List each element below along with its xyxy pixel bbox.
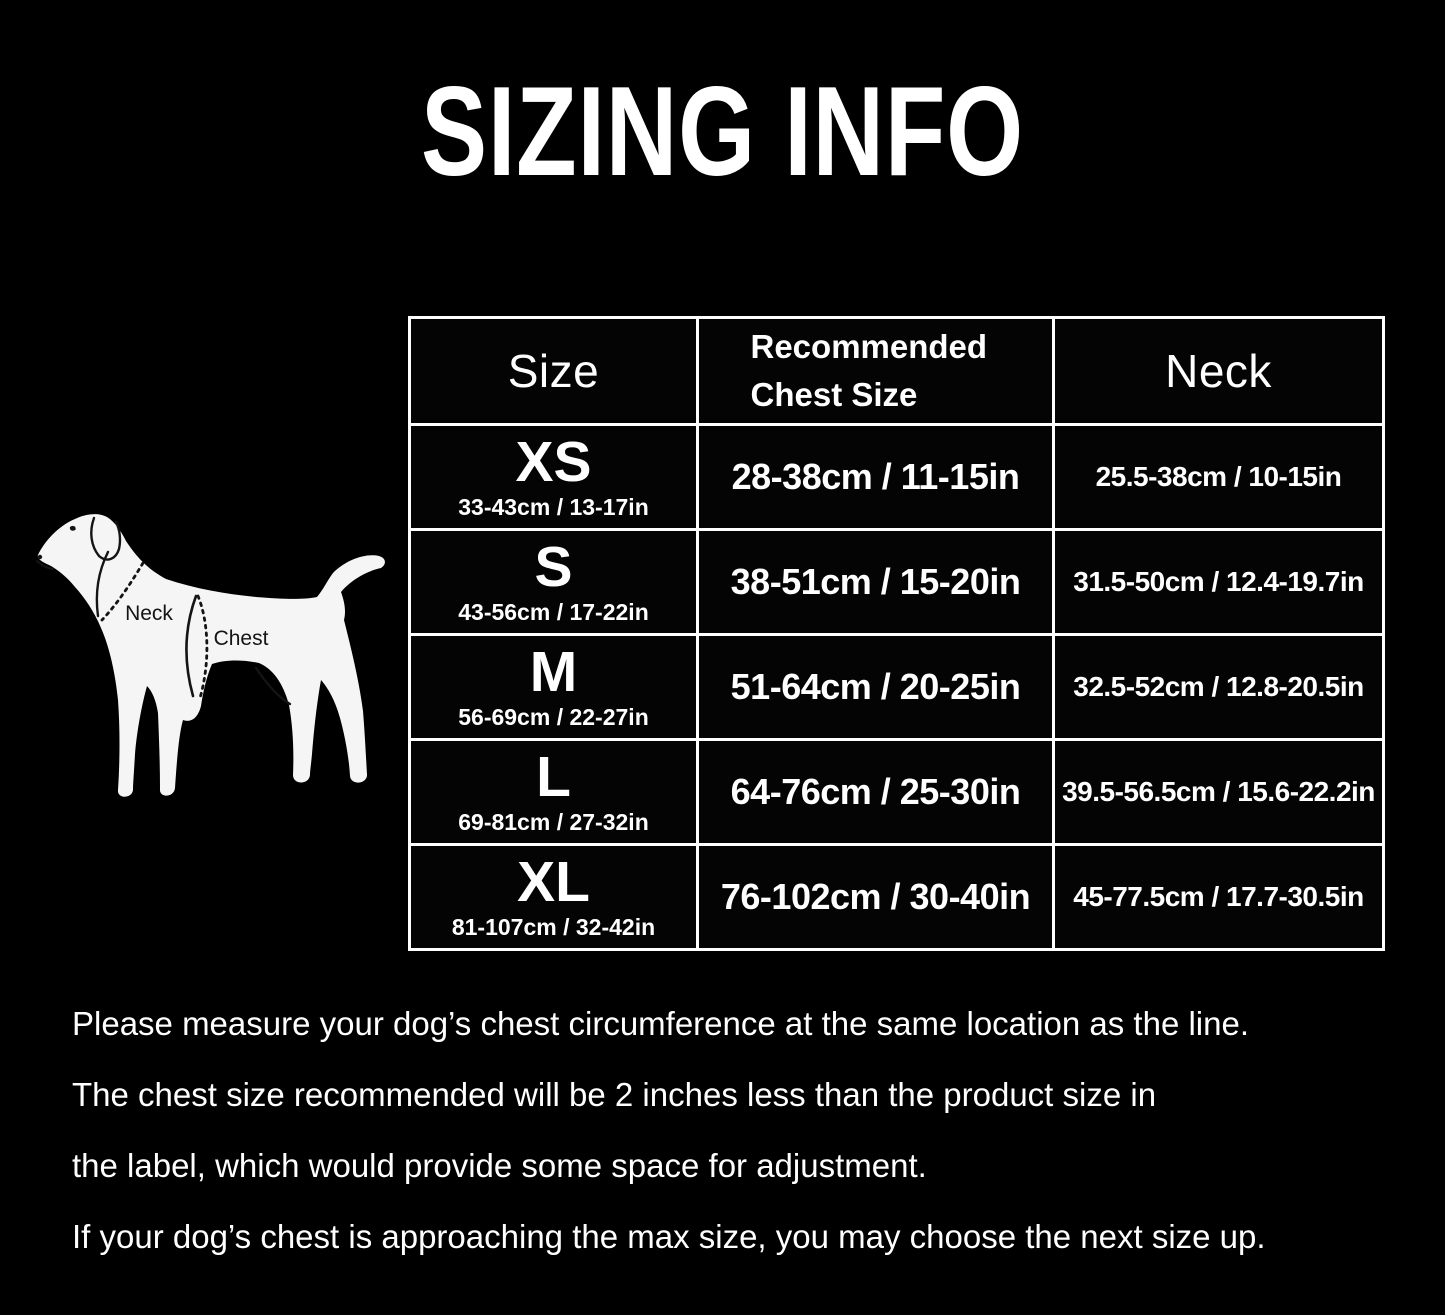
neck-size-cell: 32.5-52cm / 12.8-20.5in [1052,633,1385,741]
header-neck: Neck [1052,316,1385,426]
chest-size-cell: 51-64cm / 20-25in [696,633,1055,741]
dog-neck-crease-line [95,550,110,618]
header-chest: Recommended Chest Size [696,316,1055,426]
table-header-row: Size Recommended Chest Size Neck [408,316,1385,426]
dog-measurement-diagram: Neck Chest [36,514,385,797]
table-row: S 43-56cm / 17-22in 38-51cm / 15-20in 31… [408,528,1385,636]
size-label: L [536,745,571,810]
neck-size-cell: 45-77.5cm / 17.7-30.5in [1052,843,1385,951]
table-row: XS 33-43cm / 13-17in 28-38cm / 11-15in 2… [408,423,1385,531]
table-row: L 69-81cm / 27-32in 64-76cm / 25-30in 39… [408,738,1385,846]
note-line: The chest size recommended will be 2 inc… [72,1076,1157,1113]
neck-size-cell: 39.5-56.5cm / 15.6-22.2in [1052,738,1385,846]
note-line: If your dog’s chest is approaching the m… [72,1218,1266,1255]
size-cell: L 69-81cm / 27-32in [408,738,699,846]
note-line: the label, which would provide some spac… [72,1147,927,1184]
dog-chest-front-line [185,594,198,698]
size-detail: 33-43cm / 13-17in [458,493,649,520]
size-label: XS [515,430,592,495]
size-cell: XL 81-107cm / 32-42in [408,843,699,951]
neck-size-cell: 25.5-38cm / 10-15in [1052,423,1385,531]
table-row: XL 81-107cm / 32-42in 76-102cm / 30-40in… [408,843,1385,951]
size-detail: 43-56cm / 17-22in [458,598,649,625]
size-detail: 81-107cm / 32-42in [451,913,656,940]
size-cell: S 43-56cm / 17-22in [408,528,699,636]
dog-eye [69,525,76,531]
size-label: S [534,535,573,600]
size-detail: 69-81cm / 27-32in [458,808,649,835]
size-cell: M 56-69cm / 22-27in [408,633,699,741]
dog-silhouette [37,514,385,797]
page-title: SIZING INFO [421,60,1024,202]
neck-label: Neck [125,602,173,625]
dog-chest-dotted-line [196,594,209,700]
size-detail: 56-69cm / 22-27in [458,703,649,730]
chest-size-cell: 38-51cm / 15-20in [696,528,1055,636]
dog-neck-dotted-line [100,561,145,622]
chest-size-cell: 76-102cm / 30-40in [696,843,1055,951]
chest-size-cell: 64-76cm / 25-30in [696,738,1055,846]
note-line: Please measure your dog’s chest circumfe… [72,1005,1250,1042]
table-row: M 56-69cm / 22-27in 51-64cm / 20-25in 32… [408,633,1385,741]
dog-ear-line [90,516,122,561]
size-cell: XS 33-43cm / 13-17in [408,423,699,531]
dog-thigh-line [254,666,292,706]
measurement-notes: Please measure your dog’s chest circumfe… [72,988,1266,1272]
header-size: Size [408,316,699,426]
chest-size-cell: 28-38cm / 11-15in [696,423,1055,531]
chest-label: Chest [214,627,269,650]
page-title-wrap: SIZING INFO [0,68,1445,195]
sizing-table: Size Recommended Chest Size Neck XS 33-4… [408,316,1385,951]
neck-size-cell: 31.5-50cm / 12.4-19.7in [1052,528,1385,636]
size-label: M [529,640,578,705]
dog-mouth-line [36,560,54,570]
size-label: XL [517,850,590,915]
dog-nostril [37,554,43,560]
